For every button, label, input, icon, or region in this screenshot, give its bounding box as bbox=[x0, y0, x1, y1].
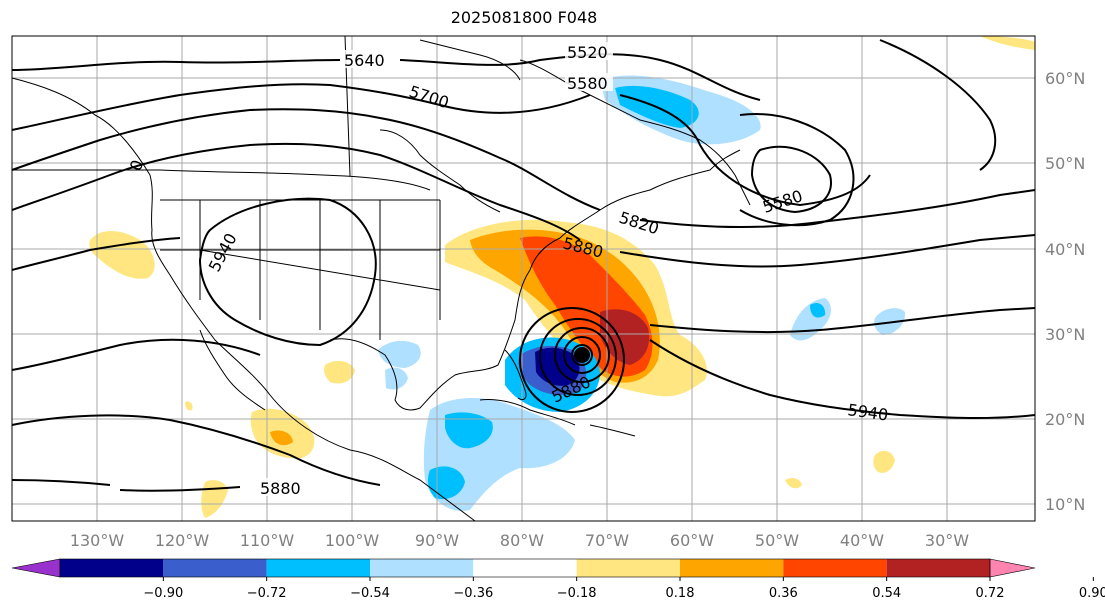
colorbar-tick-label: 0.90 bbox=[1079, 586, 1105, 601]
hurricane-center bbox=[574, 347, 590, 363]
lon-label: 130°W bbox=[70, 531, 125, 550]
lon-label: 40°W bbox=[840, 531, 884, 550]
lon-label: 60°W bbox=[670, 531, 714, 550]
colorbar-segment bbox=[266, 559, 370, 577]
lat-label: 30°N bbox=[1045, 325, 1085, 344]
contour-label: 5640 bbox=[344, 51, 385, 70]
colorbar-segment bbox=[576, 559, 680, 577]
colorbar-tick-label: 0.72 bbox=[976, 586, 1005, 601]
colorbar: −0.90 −0.72 −0.54 −0.36 −0.18 0.18 0.36 0.54 0.7… bbox=[11, 558, 1105, 601]
colorbar-tick-label: −0.90 bbox=[143, 586, 183, 601]
negative-anomaly-caribbean-core bbox=[445, 412, 493, 449]
colorbar-extend-min bbox=[11, 558, 61, 578]
lat-label: 20°N bbox=[1045, 410, 1085, 429]
contour-label: 5880 bbox=[260, 479, 301, 498]
negative-anomaly-atlantic-1-core bbox=[810, 303, 826, 318]
positive-anomaly-dark-red bbox=[600, 309, 650, 365]
lon-label: 120°W bbox=[155, 531, 210, 550]
colorbar-tick-label: −0.54 bbox=[350, 586, 390, 601]
lon-label: 50°W bbox=[755, 531, 799, 550]
colorbar-tick-label: 0.54 bbox=[872, 586, 901, 601]
lat-label: 10°N bbox=[1045, 495, 1085, 514]
positive-anomaly-northeast-corner bbox=[980, 36, 1035, 50]
colorbar-segment bbox=[60, 559, 164, 577]
colorbar-outline bbox=[59, 558, 991, 578]
height-contours bbox=[11, 39, 1036, 492]
colorbar-tick-label: −0.72 bbox=[247, 586, 287, 601]
hurricane-rings bbox=[519, 307, 625, 413]
map-frame bbox=[11, 35, 1036, 522]
colorbar-segment bbox=[783, 559, 887, 577]
longitude-labels: 130°W 120°W 110°W 100°W 90°W 80°W 70°W 6… bbox=[70, 531, 969, 550]
lat-label: 50°N bbox=[1045, 154, 1085, 173]
anomaly-shading bbox=[89, 36, 1035, 518]
lat-label: 40°N bbox=[1045, 240, 1085, 259]
latitude-labels: 10°N 20°N 30°N 40°N 50°N 60°N bbox=[1045, 69, 1085, 514]
coastlines bbox=[11, 35, 751, 522]
negative-anomaly-gulf-2 bbox=[385, 367, 408, 390]
colorbar-tick-label: 0.36 bbox=[769, 586, 798, 601]
colorbar-extend-max bbox=[989, 558, 1036, 578]
lat-label: 60°N bbox=[1045, 69, 1085, 88]
colorbar-segment bbox=[680, 559, 784, 577]
lon-label: 80°W bbox=[500, 531, 544, 550]
lon-label: 100°W bbox=[325, 531, 380, 550]
colorbar-segment bbox=[886, 559, 990, 577]
positive-anomaly-atlantic-3 bbox=[873, 450, 895, 473]
contour-label: 5520 bbox=[567, 43, 608, 62]
graticule bbox=[12, 36, 1035, 521]
map-title: 2025081800 F048 bbox=[450, 8, 598, 27]
colorbar-segment bbox=[473, 559, 577, 577]
positive-anomaly-pacific-2-core bbox=[270, 430, 293, 446]
colorbar-tick-label: 0.18 bbox=[666, 586, 695, 601]
lon-label: 90°W bbox=[415, 531, 459, 550]
colorbar-segment bbox=[163, 559, 267, 577]
colorbar-segment bbox=[370, 559, 474, 577]
contour-label: 5580 bbox=[567, 74, 608, 93]
positive-anomaly-pacific-5 bbox=[185, 401, 193, 411]
colorbar-tick-label: −0.36 bbox=[453, 586, 493, 601]
lon-label: 70°W bbox=[585, 531, 629, 550]
lon-label: 30°W bbox=[925, 531, 969, 550]
positive-anomaly-pacific-3 bbox=[324, 360, 355, 384]
positive-anomaly-atlantic-4 bbox=[785, 477, 802, 489]
lon-label: 110°W bbox=[240, 531, 295, 550]
colorbar-tick-label: −0.18 bbox=[557, 586, 597, 601]
